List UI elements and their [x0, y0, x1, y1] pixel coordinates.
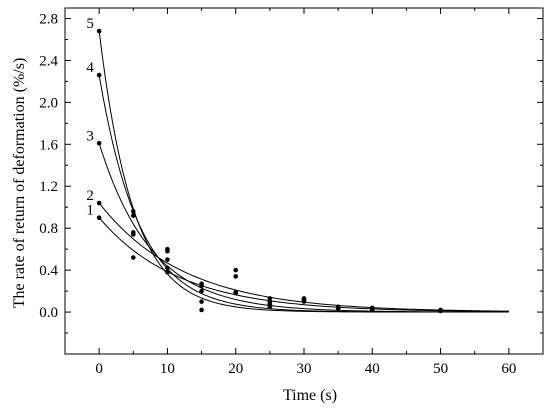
x-tick-label: 10 [160, 361, 175, 377]
data-point-series-2 [96, 200, 102, 206]
y-tick-label: 0.8 [39, 221, 58, 237]
curve-label-2: 2 [86, 188, 94, 204]
series-curve-2 [98, 202, 509, 312]
data-point-series-3 [165, 246, 170, 252]
curve-label-5: 5 [86, 16, 94, 32]
y-tick-label: 2.8 [39, 11, 58, 27]
series-curve-5 [98, 31, 509, 313]
x-tick-label: 20 [228, 361, 243, 377]
curve-label-1: 1 [86, 203, 94, 219]
data-point-series-5 [199, 307, 204, 313]
y-tick-label: 2.0 [39, 95, 58, 111]
data-point-series-5 [130, 232, 136, 237]
data-point-series-5 [233, 289, 239, 295]
data-point-series-1 [96, 215, 102, 220]
y-tick-label: 1.2 [39, 179, 58, 195]
x-axis-title: Time (s) [283, 387, 337, 404]
series-curve-4 [98, 75, 509, 313]
curve-label-4: 4 [86, 60, 94, 76]
x-tick-label: 50 [433, 361, 448, 377]
data-point-series-1 [267, 296, 273, 301]
data-point-series-1 [130, 255, 136, 260]
y-tick-label: 1.6 [39, 137, 58, 153]
data-point-series-2 [233, 274, 239, 279]
data-point-series-5 [438, 308, 443, 314]
data-point-series-2 [199, 281, 204, 287]
data-point-series-4 [96, 72, 102, 78]
data-point-series-5 [301, 297, 307, 302]
y-tick-label: 2.4 [39, 53, 58, 69]
x-tick-label: 40 [365, 361, 380, 377]
x-tick-label: 0 [95, 361, 103, 377]
data-point-series-1 [233, 267, 239, 273]
data-point-series-3 [335, 306, 341, 312]
data-point-series-1 [165, 269, 170, 275]
data-point-series-5 [96, 28, 102, 34]
data-point-series-4 [369, 307, 375, 313]
data-point-series-5 [267, 304, 273, 310]
data-point-series-4 [199, 299, 204, 304]
data-point-series-5 [165, 265, 170, 271]
series-curve-3 [98, 143, 509, 313]
curve-label-3: 3 [86, 128, 94, 144]
data-point-series-4 [130, 209, 136, 214]
x-tick-label: 60 [501, 361, 516, 377]
data-point-series-3 [96, 140, 102, 146]
y-tick-label: 0.0 [39, 305, 58, 321]
x-tick-label: 30 [297, 361, 312, 377]
data-point-series-4 [165, 257, 170, 262]
y-axis-title: The rate of return of deformation (%/s) [11, 58, 28, 309]
data-point-series-3 [130, 213, 136, 218]
y-tick-label: 0.4 [39, 263, 58, 279]
data-point-series-3 [199, 288, 204, 294]
